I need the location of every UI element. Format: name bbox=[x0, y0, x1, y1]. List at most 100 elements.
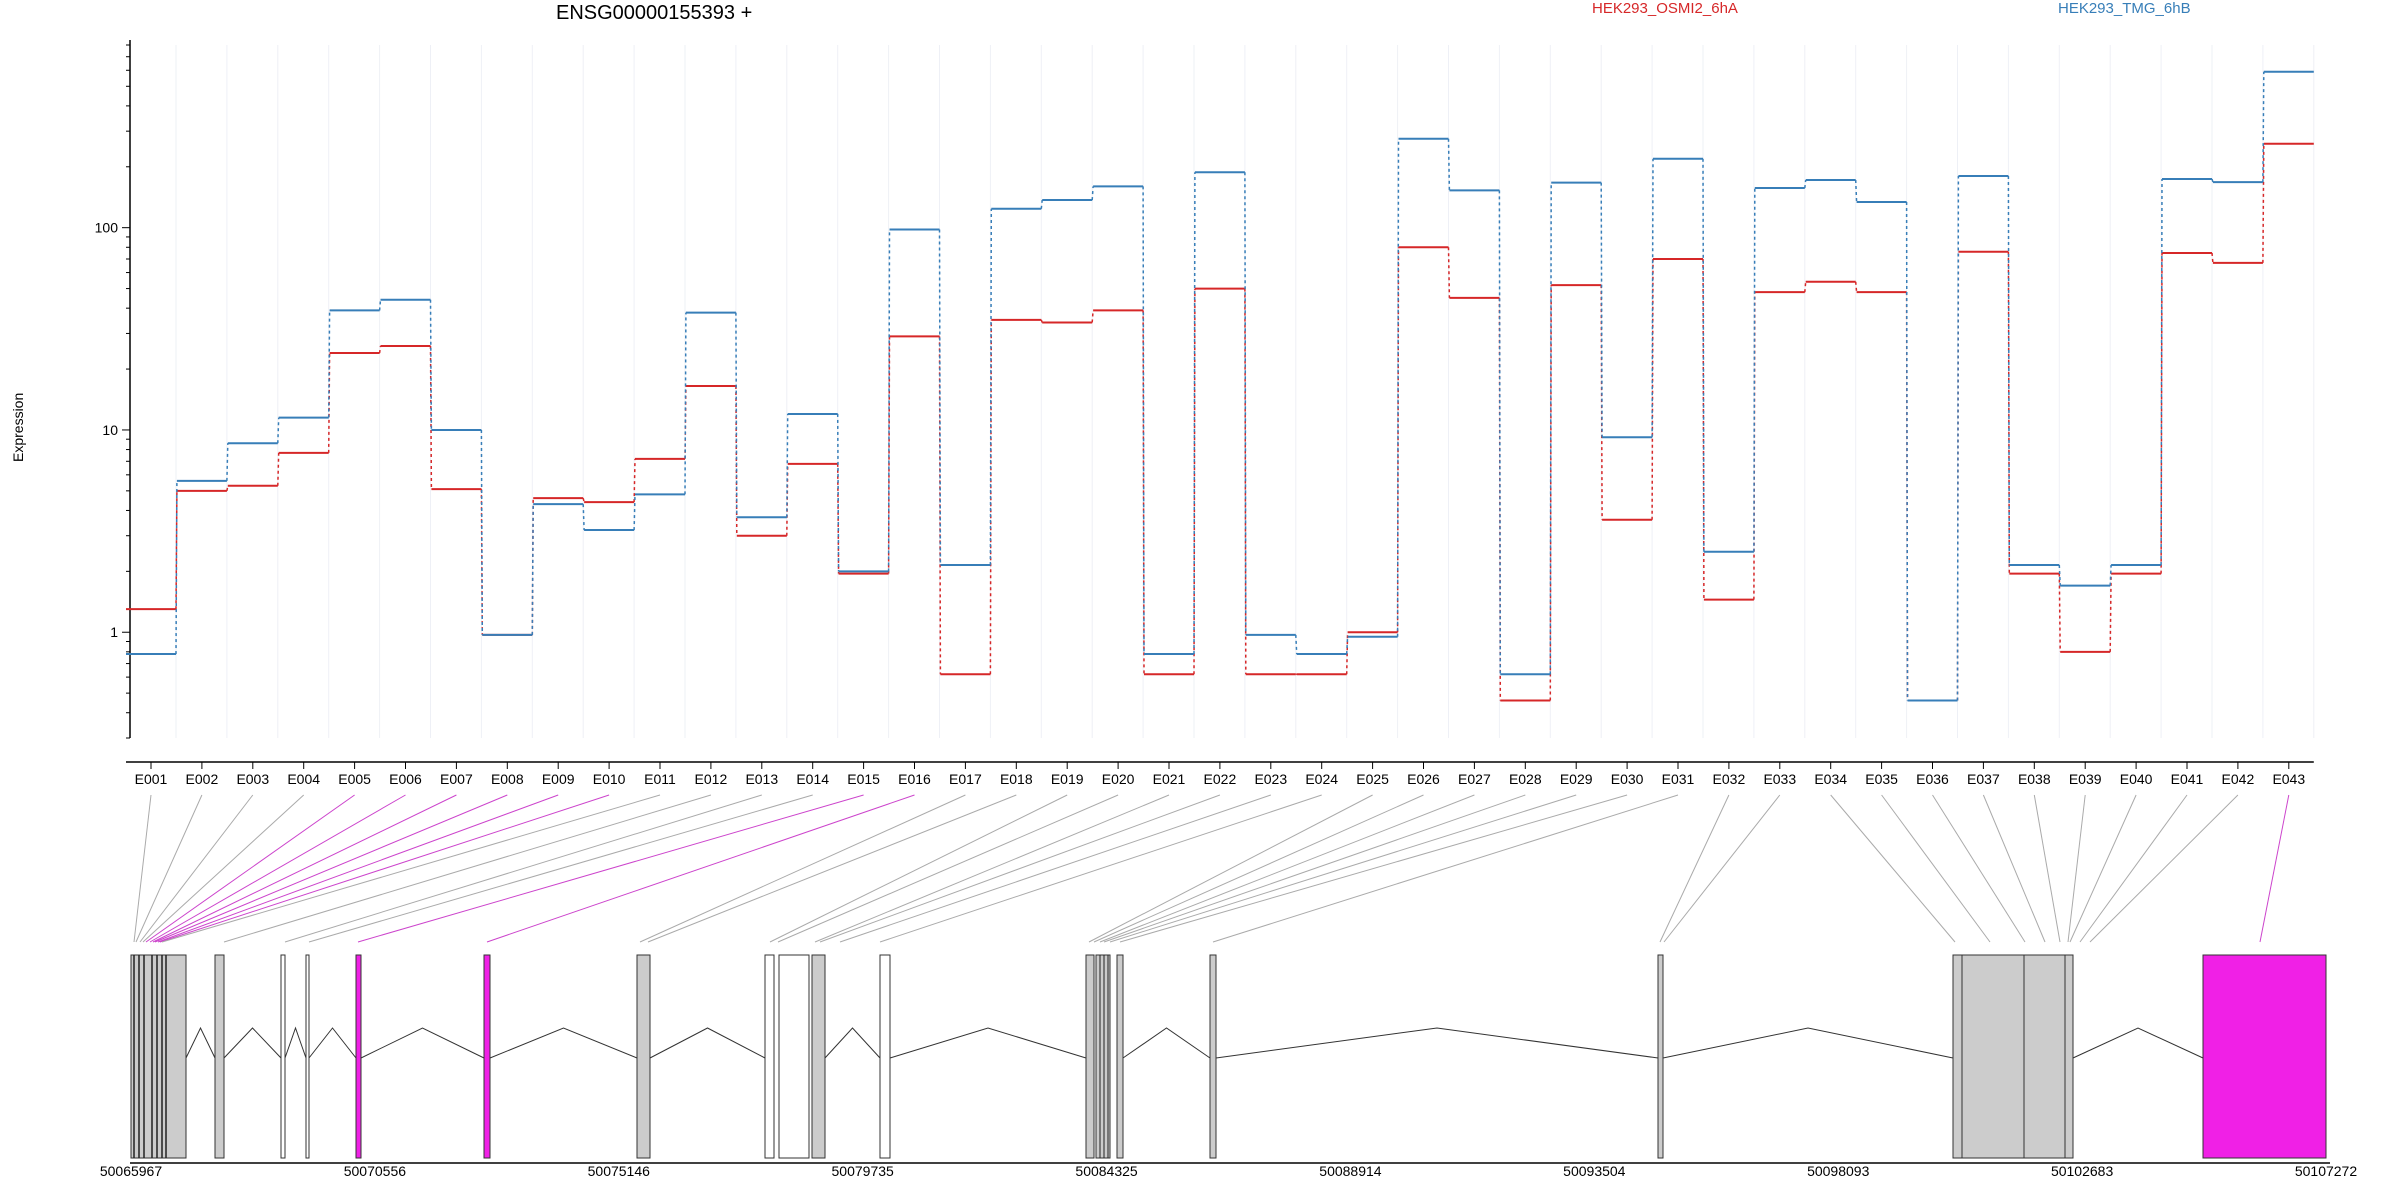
genome-coordinate-label: 50107272 bbox=[2295, 1163, 2358, 1179]
exon-block bbox=[879, 954, 891, 1159]
genome-coordinate-label: 50065967 bbox=[100, 1163, 163, 1179]
intron-line bbox=[1122, 1027, 1211, 1059]
gene-model: 50065967 50070556 50075146 50079735 50084325… bbox=[100, 954, 2358, 1179]
series-connector bbox=[1804, 281, 1807, 293]
series-1 bbox=[126, 142, 2314, 702]
exon-connector bbox=[284, 794, 762, 943]
genome-coordinate-label: 50093504 bbox=[1563, 1163, 1626, 1179]
exon-connector bbox=[1932, 794, 2026, 943]
series-connector bbox=[1345, 636, 1349, 655]
series-connector bbox=[1854, 180, 1858, 202]
series-connector bbox=[429, 299, 433, 430]
exon-connector bbox=[2067, 794, 2086, 943]
x-tick-label: E041 bbox=[2171, 771, 2204, 787]
series-connector bbox=[836, 413, 840, 572]
exon-connector bbox=[1093, 794, 1424, 943]
exon-connector bbox=[879, 794, 1322, 943]
series-connector bbox=[2262, 143, 2265, 263]
x-tick-label: E010 bbox=[593, 771, 626, 787]
exon-connector bbox=[157, 794, 559, 943]
series-connector bbox=[531, 504, 534, 635]
x-tick-label: E006 bbox=[389, 771, 422, 787]
exon-connector bbox=[777, 794, 1119, 943]
exon-connector bbox=[139, 794, 254, 943]
series-connector bbox=[1549, 182, 1552, 675]
exon-block bbox=[764, 954, 775, 1159]
series-connector bbox=[582, 504, 585, 531]
x-tick-label: E019 bbox=[1051, 771, 1084, 787]
x-tick-label: E021 bbox=[1153, 771, 1186, 787]
exon-connector bbox=[159, 794, 610, 943]
x-tick-label: E037 bbox=[1967, 771, 2000, 787]
x-tick-label: E031 bbox=[1662, 771, 1695, 787]
series-connector bbox=[2262, 71, 2265, 183]
x-tick-label: E017 bbox=[949, 771, 982, 787]
series-connector bbox=[938, 229, 942, 565]
exon-connector bbox=[1881, 794, 1991, 943]
series-2 bbox=[126, 70, 2314, 702]
exon-block bbox=[355, 954, 362, 1159]
series-connector bbox=[1091, 310, 1094, 323]
series-connector bbox=[1447, 247, 1451, 298]
x-tick-label: E030 bbox=[1611, 771, 1644, 787]
exon-connector bbox=[2069, 794, 2137, 943]
exon-connector bbox=[1109, 794, 1577, 943]
series-connector bbox=[2007, 176, 2011, 565]
genome-coordinate-label: 50102683 bbox=[2051, 1163, 2114, 1179]
exon-block bbox=[1085, 954, 1095, 1159]
genome-coordinate-label: 50075146 bbox=[588, 1163, 651, 1179]
exon-block bbox=[1209, 954, 1217, 1159]
exon-connector bbox=[149, 794, 406, 943]
exon-connector bbox=[1659, 794, 1730, 943]
series-connector bbox=[1600, 182, 1603, 438]
x-tick-label: E005 bbox=[338, 771, 371, 787]
exon-connector bbox=[133, 794, 152, 943]
exon-connector bbox=[1088, 794, 1373, 943]
exon-connector bbox=[1103, 794, 1526, 943]
intron-line bbox=[1662, 1027, 1954, 1059]
intron-line bbox=[2072, 1027, 2204, 1059]
intron-line bbox=[360, 1027, 485, 1059]
exon-connectors bbox=[133, 794, 2290, 943]
x-tick-label: E038 bbox=[2018, 771, 2051, 787]
exon-connector bbox=[486, 794, 915, 943]
series-connector bbox=[1854, 281, 1858, 293]
series-connector bbox=[786, 413, 789, 518]
series-connector bbox=[2211, 178, 2214, 183]
exon-block bbox=[214, 954, 225, 1159]
x-tick-label: E034 bbox=[1814, 771, 1847, 787]
exon-connector bbox=[142, 794, 305, 943]
series-connector bbox=[480, 429, 484, 635]
y-tick-label: 100 bbox=[95, 220, 119, 236]
exon-block bbox=[1961, 954, 2025, 1159]
x-tick-label: E036 bbox=[1916, 771, 1949, 787]
genome-coordinate-label: 50088914 bbox=[1319, 1163, 1382, 1179]
series-connector bbox=[633, 458, 636, 503]
x-tick-label: E042 bbox=[2222, 771, 2255, 787]
intron-line bbox=[1215, 1027, 1659, 1059]
series-connector bbox=[1396, 138, 1400, 637]
genome-coordinate-label: 50070556 bbox=[344, 1163, 407, 1179]
series-connector bbox=[887, 229, 891, 572]
x-tick-label: E009 bbox=[542, 771, 575, 787]
exon-block bbox=[778, 954, 810, 1159]
series-connector bbox=[735, 312, 738, 518]
x-tick-label: E014 bbox=[796, 771, 829, 787]
y-tick-label: 1 bbox=[110, 624, 118, 640]
exon-connector bbox=[135, 794, 203, 943]
series-connector bbox=[1651, 158, 1654, 438]
exon-block bbox=[1116, 954, 1124, 1159]
exon-block bbox=[483, 954, 491, 1159]
series-connector bbox=[2211, 252, 2214, 263]
legend-series-1: HEK293_OSMI2_6hA bbox=[1592, 0, 1738, 17]
x-tick-label: E043 bbox=[2272, 771, 2305, 787]
series-connector bbox=[684, 312, 687, 495]
series-connector bbox=[1804, 179, 1807, 189]
intron-line bbox=[308, 1027, 357, 1059]
x-tick-label: E018 bbox=[1000, 771, 1033, 787]
intron-line bbox=[185, 1026, 216, 1059]
series-connector bbox=[1040, 319, 1043, 323]
exon-connector bbox=[1099, 794, 1475, 943]
x-tick-label: E026 bbox=[1407, 771, 1440, 787]
